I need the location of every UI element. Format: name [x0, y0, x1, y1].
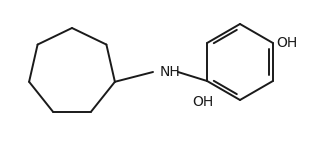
- Text: OH: OH: [192, 95, 214, 109]
- Text: OH: OH: [276, 36, 297, 50]
- Text: NH: NH: [160, 65, 181, 79]
